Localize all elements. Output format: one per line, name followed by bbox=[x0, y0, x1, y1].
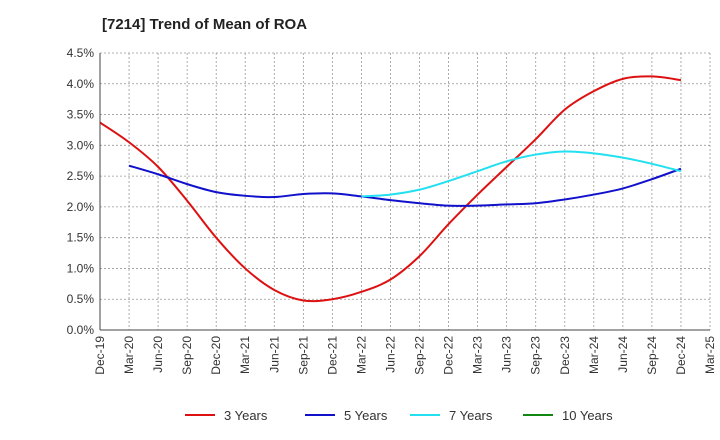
axes bbox=[99, 53, 710, 331]
series-line-7-years bbox=[361, 150, 682, 198]
y-tick-label: 1.5% bbox=[67, 231, 95, 245]
y-tick-label: 1.0% bbox=[67, 261, 95, 275]
x-tick-label: Sep-20 bbox=[180, 336, 194, 375]
x-tick-label: Sep-23 bbox=[529, 336, 543, 375]
x-tick-label: Sep-21 bbox=[296, 336, 310, 375]
x-tick-label: Jun-20 bbox=[151, 336, 165, 373]
series-lines bbox=[99, 75, 682, 303]
y-tick-label: 4.0% bbox=[67, 77, 95, 91]
y-axis-ticks: 0.0% 0.5% 1.0% 1.5% 2.0% 2.5% 3.0% 3.5% 4.0% 4.5% bbox=[67, 46, 95, 337]
x-tick-label: Jun-23 bbox=[500, 336, 514, 373]
x-tick-label: Dec-22 bbox=[442, 336, 456, 375]
x-tick-label: Jun-24 bbox=[616, 336, 630, 373]
x-tick-label: Mar-20 bbox=[122, 336, 136, 374]
series-line-5-years bbox=[128, 164, 682, 207]
x-tick-label: Sep-22 bbox=[413, 336, 427, 375]
series-line-3-years bbox=[99, 75, 682, 303]
x-tick-label: Mar-24 bbox=[587, 336, 601, 374]
y-tick-label: 3.0% bbox=[67, 138, 95, 152]
y-tick-label: 4.5% bbox=[67, 46, 95, 60]
legend-label-7-years: 7 Years bbox=[449, 408, 493, 423]
x-tick-label: Mar-21 bbox=[238, 336, 252, 374]
x-tick-label: Sep-24 bbox=[645, 336, 659, 375]
plot-background bbox=[100, 53, 710, 330]
legend: 3 Years 5 Years 7 Years 10 Years bbox=[185, 408, 613, 423]
legend-label-10-years: 10 Years bbox=[562, 408, 613, 423]
y-tick-label: 0.5% bbox=[67, 292, 95, 306]
grid-lines bbox=[99, 52, 711, 331]
x-tick-label: Dec-20 bbox=[209, 336, 223, 375]
x-tick-label: Dec-19 bbox=[93, 336, 107, 375]
legend-label-3-years: 3 Years bbox=[224, 408, 268, 423]
x-tick-label: Mar-23 bbox=[471, 336, 485, 374]
plot-area bbox=[100, 53, 710, 330]
x-tick-label: Dec-24 bbox=[674, 336, 688, 375]
legend-label-5-years: 5 Years bbox=[344, 408, 388, 423]
x-tick-label: Mar-25 bbox=[703, 336, 717, 374]
x-tick-label: Mar-22 bbox=[354, 336, 368, 374]
x-tick-label: Jun-22 bbox=[383, 336, 397, 373]
y-tick-label: 2.0% bbox=[67, 200, 95, 214]
y-tick-label: 0.0% bbox=[67, 323, 95, 337]
x-axis-ticks: Dec-19 Mar-20 Jun-20 Sep-20 Dec-20 Mar-21 Jun-… bbox=[93, 336, 717, 375]
y-tick-label: 3.5% bbox=[67, 108, 95, 122]
y-tick-label: 2.5% bbox=[67, 169, 95, 183]
x-tick-label: Jun-21 bbox=[267, 336, 281, 373]
x-tick-label: Dec-23 bbox=[558, 336, 572, 375]
x-tick-label: Dec-21 bbox=[325, 336, 339, 375]
chart-title: [7214] Trend of Mean of ROA bbox=[102, 16, 307, 33]
